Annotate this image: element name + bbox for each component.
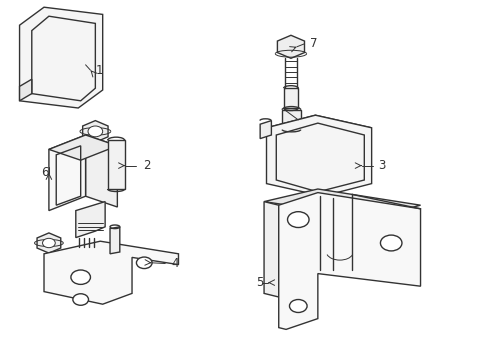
Polygon shape — [260, 121, 271, 139]
Text: 4: 4 — [171, 257, 178, 270]
Polygon shape — [20, 79, 32, 101]
Polygon shape — [82, 121, 108, 142]
Polygon shape — [44, 241, 178, 304]
Text: 1: 1 — [95, 64, 102, 77]
Polygon shape — [49, 135, 85, 211]
Text: 7: 7 — [309, 37, 317, 50]
Circle shape — [42, 238, 55, 248]
Circle shape — [136, 257, 152, 269]
Polygon shape — [278, 193, 420, 329]
Polygon shape — [266, 115, 371, 140]
Polygon shape — [37, 233, 61, 253]
Polygon shape — [20, 7, 102, 108]
Circle shape — [287, 212, 308, 228]
Polygon shape — [76, 202, 105, 238]
Circle shape — [71, 270, 90, 284]
Polygon shape — [282, 110, 300, 130]
Polygon shape — [283, 88, 298, 108]
Text: 2: 2 — [142, 159, 150, 172]
Text: 6: 6 — [41, 166, 49, 179]
Circle shape — [88, 126, 102, 137]
Polygon shape — [277, 35, 304, 58]
Text: 5: 5 — [255, 276, 263, 289]
Polygon shape — [107, 140, 124, 189]
Polygon shape — [110, 227, 120, 254]
Circle shape — [73, 294, 88, 305]
Circle shape — [380, 235, 401, 251]
Polygon shape — [49, 135, 117, 160]
Polygon shape — [85, 135, 117, 207]
Polygon shape — [264, 202, 278, 297]
Polygon shape — [264, 189, 420, 218]
Text: 3: 3 — [378, 159, 385, 172]
Circle shape — [289, 300, 306, 312]
Polygon shape — [266, 115, 371, 196]
